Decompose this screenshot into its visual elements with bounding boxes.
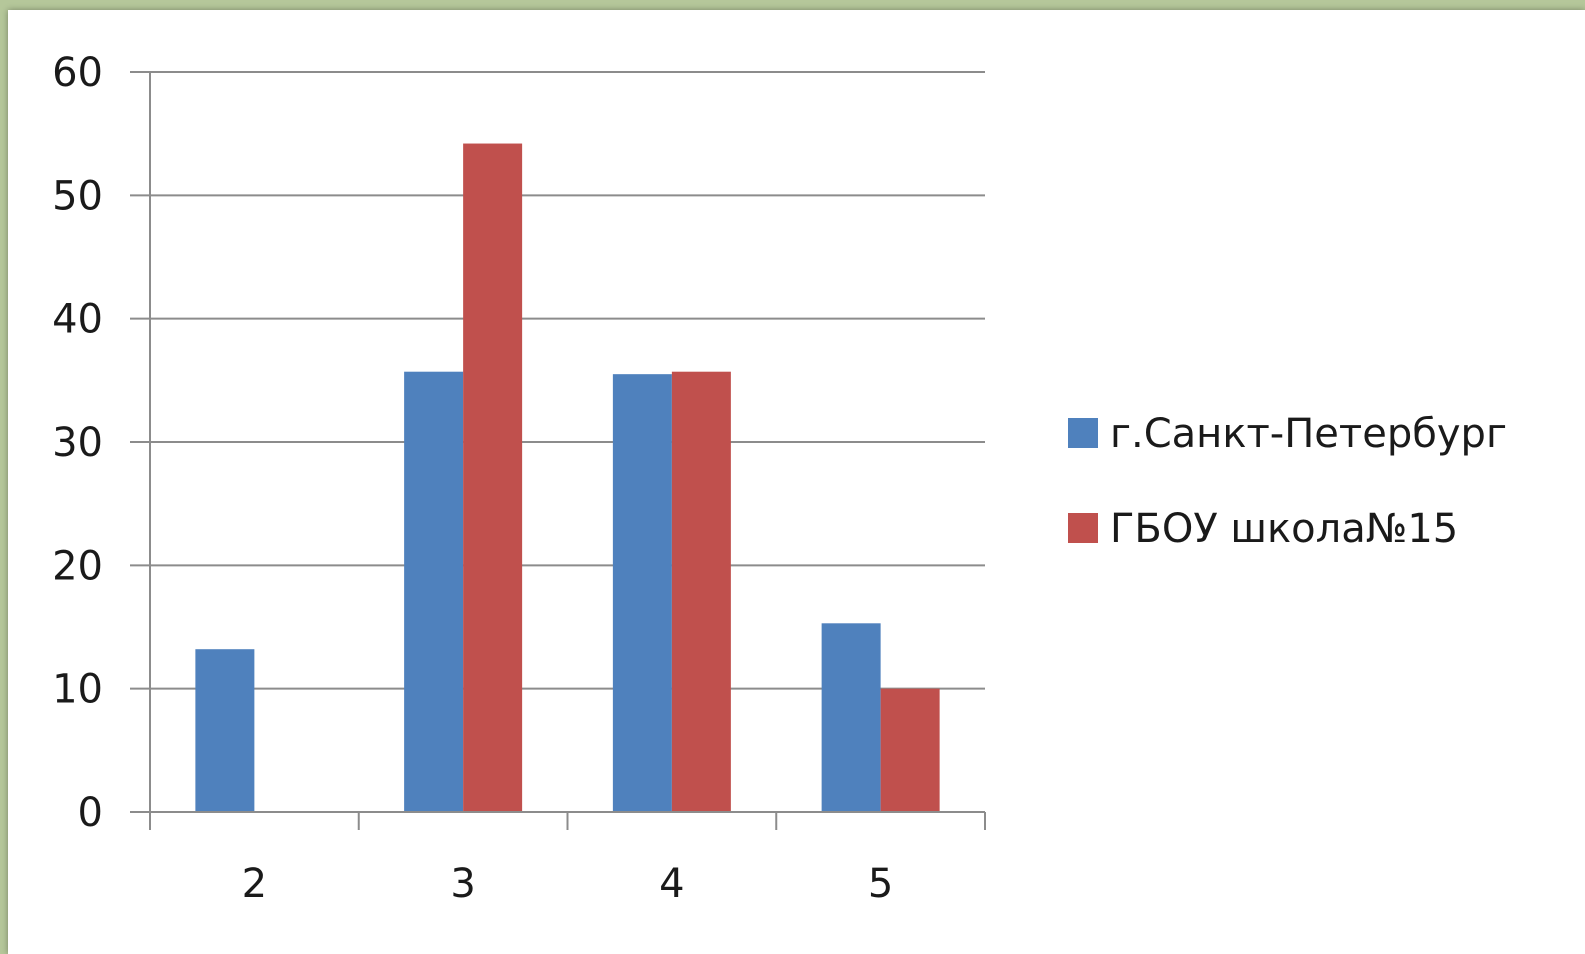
legend-label: г.Санкт-Петербург bbox=[1110, 411, 1507, 457]
legend-swatch bbox=[1068, 418, 1098, 448]
bar-series1-5 bbox=[821, 623, 881, 812]
bar-series2-5 bbox=[880, 688, 940, 812]
y-tick-label: 10 bbox=[52, 667, 103, 713]
y-tick-label: 30 bbox=[52, 420, 103, 466]
bars bbox=[195, 143, 940, 813]
legend-label: ГБОУ школа№15 bbox=[1110, 506, 1458, 552]
y-tick-label: 0 bbox=[78, 790, 103, 836]
x-tick-label: 4 bbox=[659, 861, 684, 907]
x-tick-label: 5 bbox=[868, 861, 893, 907]
bar-series1-3 bbox=[404, 371, 464, 812]
bar-series1-2 bbox=[195, 649, 255, 812]
y-tick-label: 50 bbox=[52, 173, 103, 219]
gridlines bbox=[150, 71, 985, 690]
y-tick-label: 60 bbox=[52, 50, 103, 96]
bar-series2-3 bbox=[463, 143, 523, 813]
axes: 0 10 20 30 40 50 60 2 3 4 5 bbox=[52, 50, 986, 907]
bar-series1-4 bbox=[612, 374, 672, 812]
y-tick-label: 20 bbox=[52, 543, 103, 589]
y-tick-label: 40 bbox=[52, 297, 103, 343]
legend: г.Санкт-Петербург ГБОУ школа№15 bbox=[1068, 411, 1507, 552]
legend-swatch bbox=[1068, 513, 1098, 543]
bar-series2-4 bbox=[671, 371, 731, 812]
x-tick-label: 3 bbox=[450, 861, 475, 907]
chart-area bbox=[8, 10, 1585, 954]
x-tick-label: 2 bbox=[242, 861, 267, 907]
